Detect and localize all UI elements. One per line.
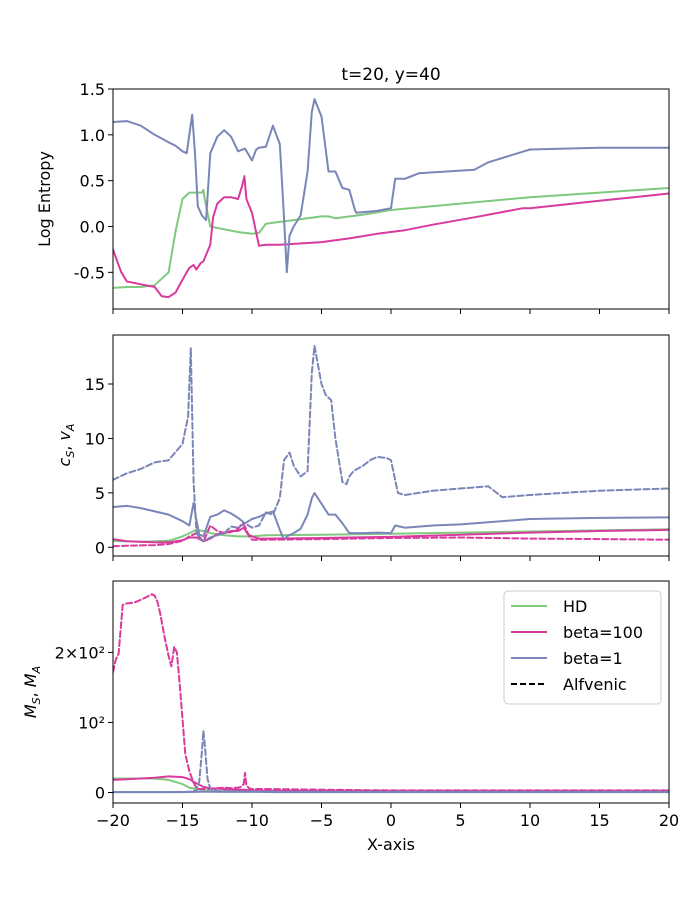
- x-tick-label: 15: [589, 811, 609, 830]
- speed-y-label-sep: ,: [55, 441, 74, 451]
- series-beta-1-v-a: [113, 344, 669, 542]
- legend-entries: HD beta=100 beta=1 Alfvenic: [511, 597, 643, 694]
- y-tick-label: 10²: [78, 713, 105, 732]
- legend-label: beta=1: [563, 649, 623, 668]
- legend-label: HD: [563, 597, 587, 616]
- speed-y-label-v: v: [55, 431, 74, 441]
- mach-y-label-ma: M: [21, 673, 40, 687]
- y-tick-label: 1.0: [80, 126, 105, 145]
- mach-y-label-ms: M: [21, 704, 40, 718]
- y-tick-label: 0: [95, 538, 105, 557]
- speed-y-label-v-sub: A: [64, 424, 77, 433]
- legend-entry: beta=1: [511, 649, 623, 668]
- y-tick-label: 10: [85, 429, 105, 448]
- entropy-ticks: 1.5 1.0 0.5 0.0 -0.5: [74, 80, 670, 314]
- y-tick-label: 0.5: [80, 172, 105, 191]
- y-tick-label: -0.5: [74, 263, 105, 282]
- legend-label: beta=100: [563, 623, 643, 642]
- x-tick-label: −5: [310, 811, 334, 830]
- series-hd-c-s: [113, 528, 669, 543]
- entropy-panel: t=20, y=40 1.5 1.0 0.5 0.0 -0.5 Log Entropy: [35, 65, 670, 314]
- y-tick-label: 0.0: [80, 218, 105, 237]
- y-tick-label: 15: [85, 375, 105, 394]
- speed-panel: 15 10 5 0 cS, vA: [55, 334, 670, 561]
- x-tick-label: 0: [386, 811, 396, 830]
- speed-ticks: 15 10 5 0: [85, 375, 670, 561]
- entropy-y-axis-label: Log Entropy: [35, 151, 54, 247]
- speed-y-label-c: c: [55, 457, 74, 466]
- mach-y-label-ma-sub: A: [30, 666, 43, 675]
- x-tick-label: −10: [235, 811, 269, 830]
- mach-y-label-sep: ,: [21, 687, 40, 697]
- speed-y-label-c-sub: S: [64, 451, 77, 458]
- mach-y-axis-label: MS, MA: [21, 666, 43, 718]
- mach-series-layer: [113, 593, 669, 794]
- legend: HD beta=100 beta=1 Alfvenic: [503, 590, 662, 705]
- x-tick-label: −20: [96, 811, 130, 830]
- x-tick-label: 10: [520, 811, 540, 830]
- series-beta-100-m-a: [113, 593, 669, 792]
- series-hd: [113, 187, 669, 289]
- mach-y-label-ms-sub: S: [30, 697, 43, 704]
- legend-label: Alfvenic: [563, 675, 627, 694]
- y-tick-label: 5: [95, 484, 105, 503]
- y-tick-label: 0: [95, 783, 105, 802]
- x-tick-label: 20: [659, 811, 679, 830]
- legend-box: [503, 590, 662, 705]
- legend-entry: beta=100: [511, 623, 643, 642]
- mach-ticks: 2×10² 10² 0 −20 −15 −10 −5 0 5 10 15 20: [55, 643, 680, 830]
- y-tick-label: 1.5: [80, 80, 105, 99]
- series-beta-1: [113, 98, 669, 274]
- series-beta-1-m-a: [113, 729, 669, 794]
- legend-entry: HD: [511, 597, 587, 616]
- entropy-series-layer: [113, 98, 669, 299]
- series-beta-100: [113, 175, 669, 299]
- speed-y-axis-label: cS, vA: [55, 424, 77, 467]
- x-axis-label: X-axis: [367, 835, 415, 854]
- legend-entry: Alfvenic: [511, 675, 627, 694]
- speed-series-layer: [113, 344, 669, 548]
- series-beta-100-v-a: [113, 522, 669, 548]
- x-tick-label: 5: [455, 811, 465, 830]
- y-tick-label: 2×10²: [55, 643, 105, 662]
- panel-title: t=20, y=40: [341, 65, 440, 85]
- x-tick-label: −15: [166, 811, 200, 830]
